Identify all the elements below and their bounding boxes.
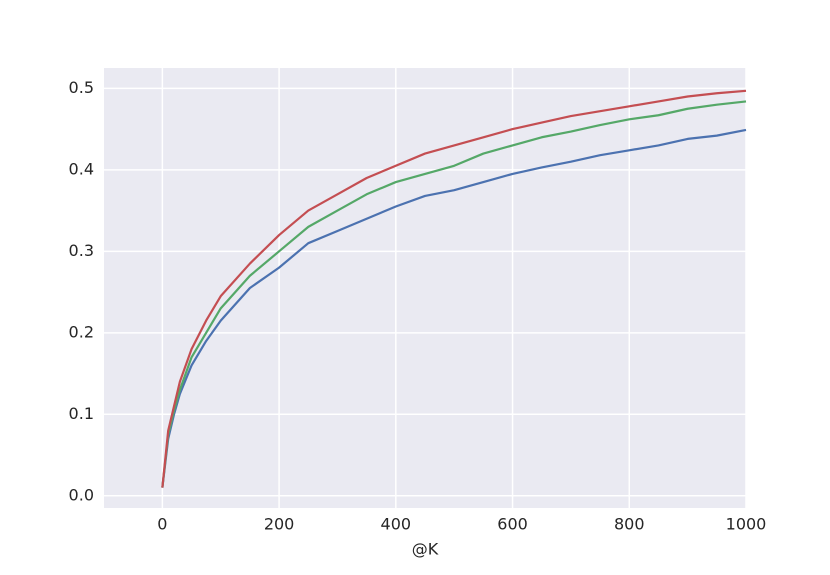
x-tick-label: 200 [264,515,295,534]
line [161,89,747,488]
x-tick-label: 600 [497,515,528,534]
y-tick-label: 0.2 [69,322,94,341]
y-tick-label: 0.3 [69,241,94,260]
x-axis-label: @K [412,540,439,559]
y-tick-label: 0.5 [69,78,94,97]
y-tick-label: 0.1 [69,404,94,423]
y-tick-label: 0.0 [69,485,94,504]
x-tick-label: 800 [614,515,645,534]
x-tick-label: 1000 [726,515,767,534]
line [161,128,747,488]
x-tick-label: 400 [381,515,412,534]
x-tick-label: 0 [157,515,167,534]
line [161,100,747,488]
plot-area [104,68,746,508]
y-tick-label: 0.4 [69,159,94,178]
